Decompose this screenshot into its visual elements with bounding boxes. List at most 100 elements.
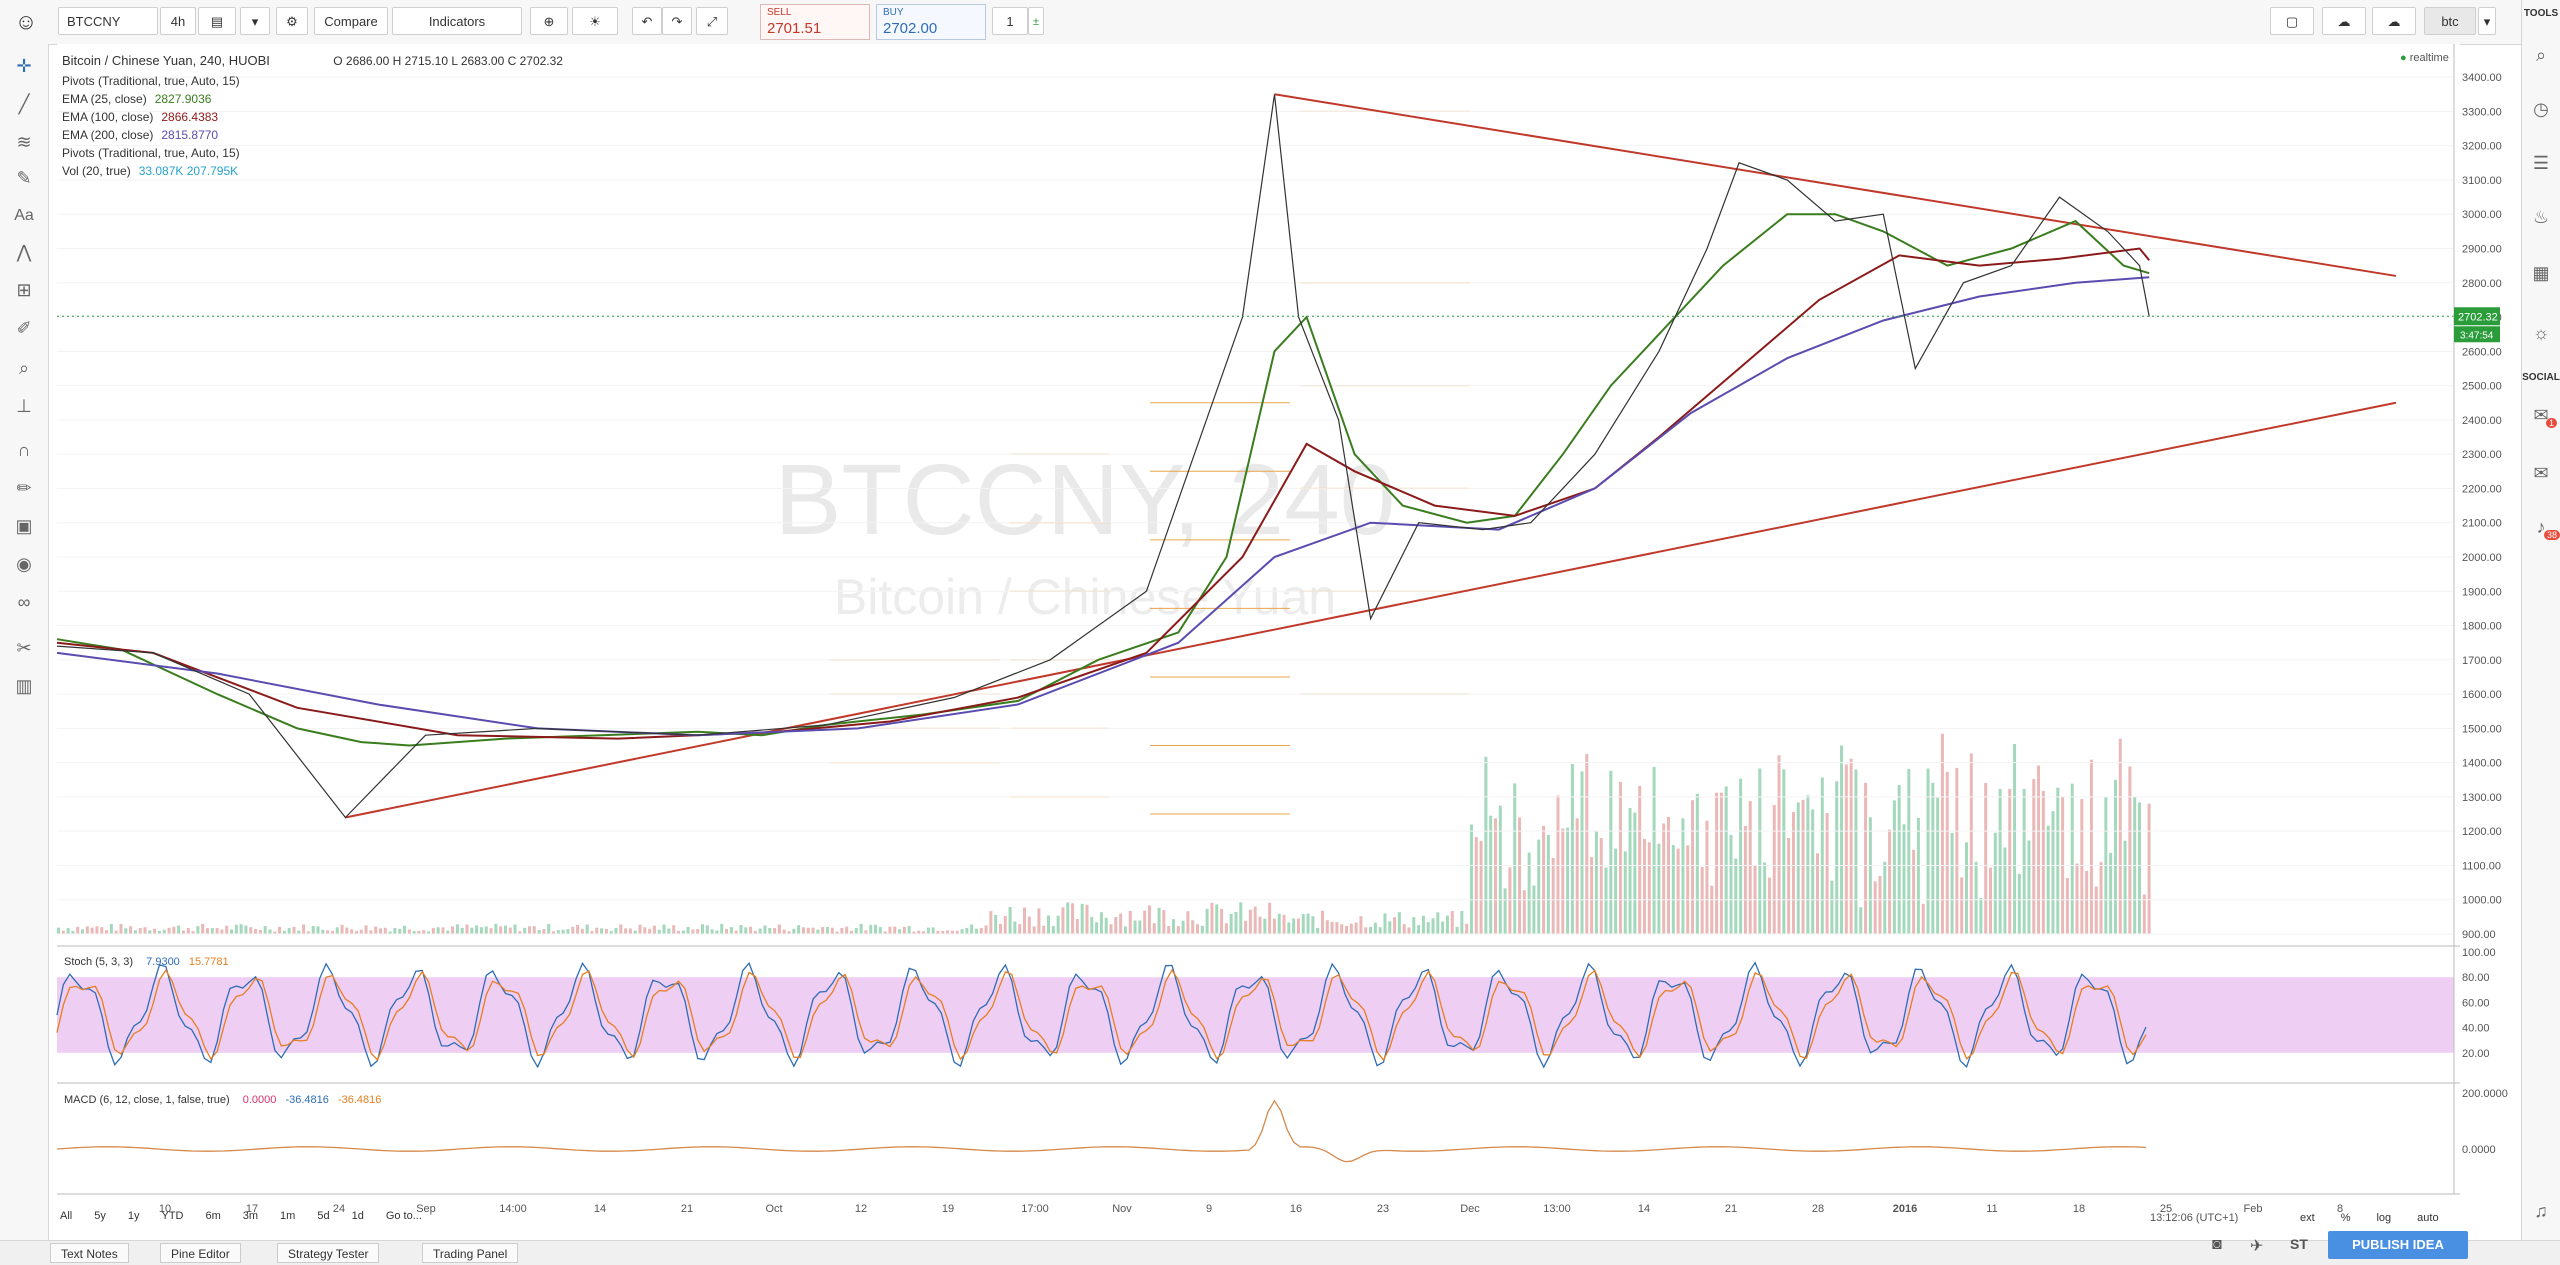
volume-bar	[1989, 867, 1993, 934]
camera-icon[interactable]: ◙	[2212, 1236, 2222, 1253]
avatar[interactable]: ☺	[14, 9, 38, 34]
pattern-icon[interactable]: ⋀	[16, 242, 32, 262]
cloud-load-button[interactable]: ☁	[2322, 7, 2366, 35]
time-range-button[interactable]: 5d	[317, 1210, 330, 1222]
magnet-icon[interactable]: ∩	[17, 440, 31, 460]
legend-row[interactable]: Vol (20, true) 33.087K 207.795K	[62, 162, 240, 180]
watermark-symbol: BTCCNY, 240	[775, 444, 1396, 556]
bottom-tab[interactable]: Strategy Tester	[277, 1243, 380, 1263]
legend-row[interactable]: EMA (25, close) 2827.9036	[62, 90, 240, 108]
volume-bar	[643, 927, 647, 934]
wrench-icon[interactable]: ✂	[16, 638, 32, 658]
pencil-lock-icon[interactable]: ✏	[16, 478, 32, 498]
right-symbol-field[interactable]: btc	[2424, 7, 2476, 35]
volume-bar	[1373, 922, 1377, 934]
time-range-button[interactable]: 3m	[242, 1210, 259, 1222]
indicators-button[interactable]: Indicators	[392, 7, 522, 35]
scale-option-button[interactable]: %	[2340, 1212, 2351, 1224]
time-range-button[interactable]: Go to...	[385, 1210, 422, 1222]
search-icon[interactable]: ⌕	[2535, 45, 2547, 65]
volume-bar	[374, 926, 378, 934]
bulb-button[interactable]: ☀	[572, 7, 618, 35]
volume-bar	[90, 927, 94, 934]
scale-option-button[interactable]: auto	[2417, 1212, 2439, 1224]
volume-bar	[114, 930, 118, 934]
light-icon[interactable]: ☼	[2532, 323, 2550, 343]
crosshair-icon[interactable]: ✛	[16, 56, 32, 76]
volume-bar	[1907, 768, 1911, 934]
compare-button[interactable]: Compare	[314, 7, 388, 35]
twitter-icon[interactable]: ✈	[2250, 1238, 2264, 1255]
legend-row[interactable]: Pivots (Traditional, true, Auto, 15)	[62, 144, 240, 162]
time-range-button[interactable]: 6m	[205, 1210, 221, 1222]
legend-row[interactable]: Pivots (Traditional, true, Auto, 15)	[62, 72, 240, 90]
legend-row[interactable]: EMA (200, close) 2815.8770	[62, 126, 240, 144]
stocktwits-button[interactable]: ST	[2290, 1236, 2308, 1252]
chart-area[interactable]: BTCCNY, 240 Bitcoin / Chinese Yuan 10 17 2…	[0, 44, 2522, 1240]
volume-bar	[710, 929, 714, 934]
alerts-bell-icon[interactable]: ♫	[2534, 1201, 2548, 1221]
volume-bar	[893, 926, 897, 934]
measure-icon[interactable]: ⊥	[16, 396, 32, 416]
settings-button[interactable]: ⚙	[276, 7, 308, 35]
link-icon[interactable]: ∞	[17, 592, 31, 612]
redo-button[interactable]: ↷	[662, 7, 692, 35]
brush-icon[interactable]: ✎	[16, 168, 32, 188]
scale-option-button[interactable]: log	[2376, 1212, 2392, 1224]
time-range-button[interactable]: 1m	[280, 1210, 296, 1222]
chat-icon[interactable]: ✉	[2533, 405, 2549, 425]
calendar-icon[interactable]: ▦	[2532, 263, 2550, 283]
bottom-tab[interactable]: Pine Editor	[160, 1243, 241, 1263]
bottom-tab[interactable]: Text Notes	[50, 1243, 129, 1263]
trash-icon[interactable]: ▥	[15, 676, 33, 696]
volume-bar	[273, 931, 277, 934]
bottom-tab[interactable]: Trading Panel	[422, 1243, 519, 1263]
interval-selector[interactable]: 4h	[160, 7, 196, 35]
eraser-icon[interactable]: ✐	[16, 318, 32, 338]
list-icon[interactable]: ☰	[2532, 153, 2550, 173]
indicator-legend: Pivots (Traditional, true, Auto, 15) EMA …	[62, 72, 240, 180]
trend-line-icon[interactable]: ╱	[18, 94, 30, 114]
quantity-field[interactable]: 1	[992, 7, 1028, 35]
layout-button[interactable]: ▢	[2270, 7, 2314, 35]
legend-row[interactable]: EMA (100, close) 2866.4383	[62, 108, 240, 126]
volume-bar	[556, 930, 560, 934]
volume-bar	[1364, 927, 1368, 934]
volume-bar	[2089, 759, 2093, 934]
lock-icon[interactable]: ▣	[15, 516, 33, 536]
volume-bar	[1234, 911, 1238, 934]
time-range-button[interactable]: All	[60, 1210, 73, 1222]
fullscreen-button[interactable]: ⤢	[696, 7, 728, 35]
undo-button[interactable]: ↶	[632, 7, 662, 35]
prediction-icon[interactable]: ⊞	[16, 280, 32, 300]
volume-bar	[1013, 921, 1017, 934]
fire-icon[interactable]: ♨	[2532, 207, 2550, 227]
time-range-button[interactable]: YTD	[161, 1210, 184, 1222]
fib-icon[interactable]: ≋	[16, 132, 32, 152]
time-range-button[interactable]: 1d	[351, 1210, 364, 1222]
stoch-tick-label: 80.00	[2462, 972, 2490, 984]
publish-idea-button[interactable]: PUBLISH IDEA	[2328, 1231, 2468, 1259]
symbol-search-input[interactable]: BTCCNY	[58, 7, 158, 35]
chart-style-dropdown[interactable]: ▤	[198, 7, 236, 35]
scale-option-button[interactable]: ext	[2300, 1212, 2315, 1224]
volume-bar	[965, 927, 969, 934]
right-symbol-dropdown[interactable]: ▾	[2478, 7, 2496, 35]
time-range-button[interactable]: 1y	[127, 1210, 140, 1222]
volume-bar	[1767, 877, 1771, 934]
time-range-button[interactable]: 5y	[94, 1210, 106, 1222]
buy-button[interactable]: BUY 2702.00	[876, 4, 986, 40]
notifications-icon[interactable]: ♪	[2536, 517, 2546, 537]
volume-bar	[1210, 902, 1214, 934]
zoom-icon[interactable]: ⌕	[18, 358, 30, 378]
text-icon[interactable]: Aa	[14, 207, 34, 224]
legend-value: 2815.8770	[161, 128, 219, 142]
messages-icon[interactable]: ✉	[2533, 463, 2549, 483]
eye-icon[interactable]: ◉	[16, 554, 32, 574]
clock-icon[interactable]: ◷	[2533, 99, 2549, 119]
sell-button[interactable]: SELL 2701.51	[760, 4, 870, 40]
quantity-stepper[interactable]: ±	[1028, 7, 1044, 35]
alert-button[interactable]: ⊕	[530, 7, 568, 35]
chart-type-dropdown[interactable]: ▾	[240, 7, 270, 35]
cloud-save-button[interactable]: ☁	[2372, 7, 2416, 35]
